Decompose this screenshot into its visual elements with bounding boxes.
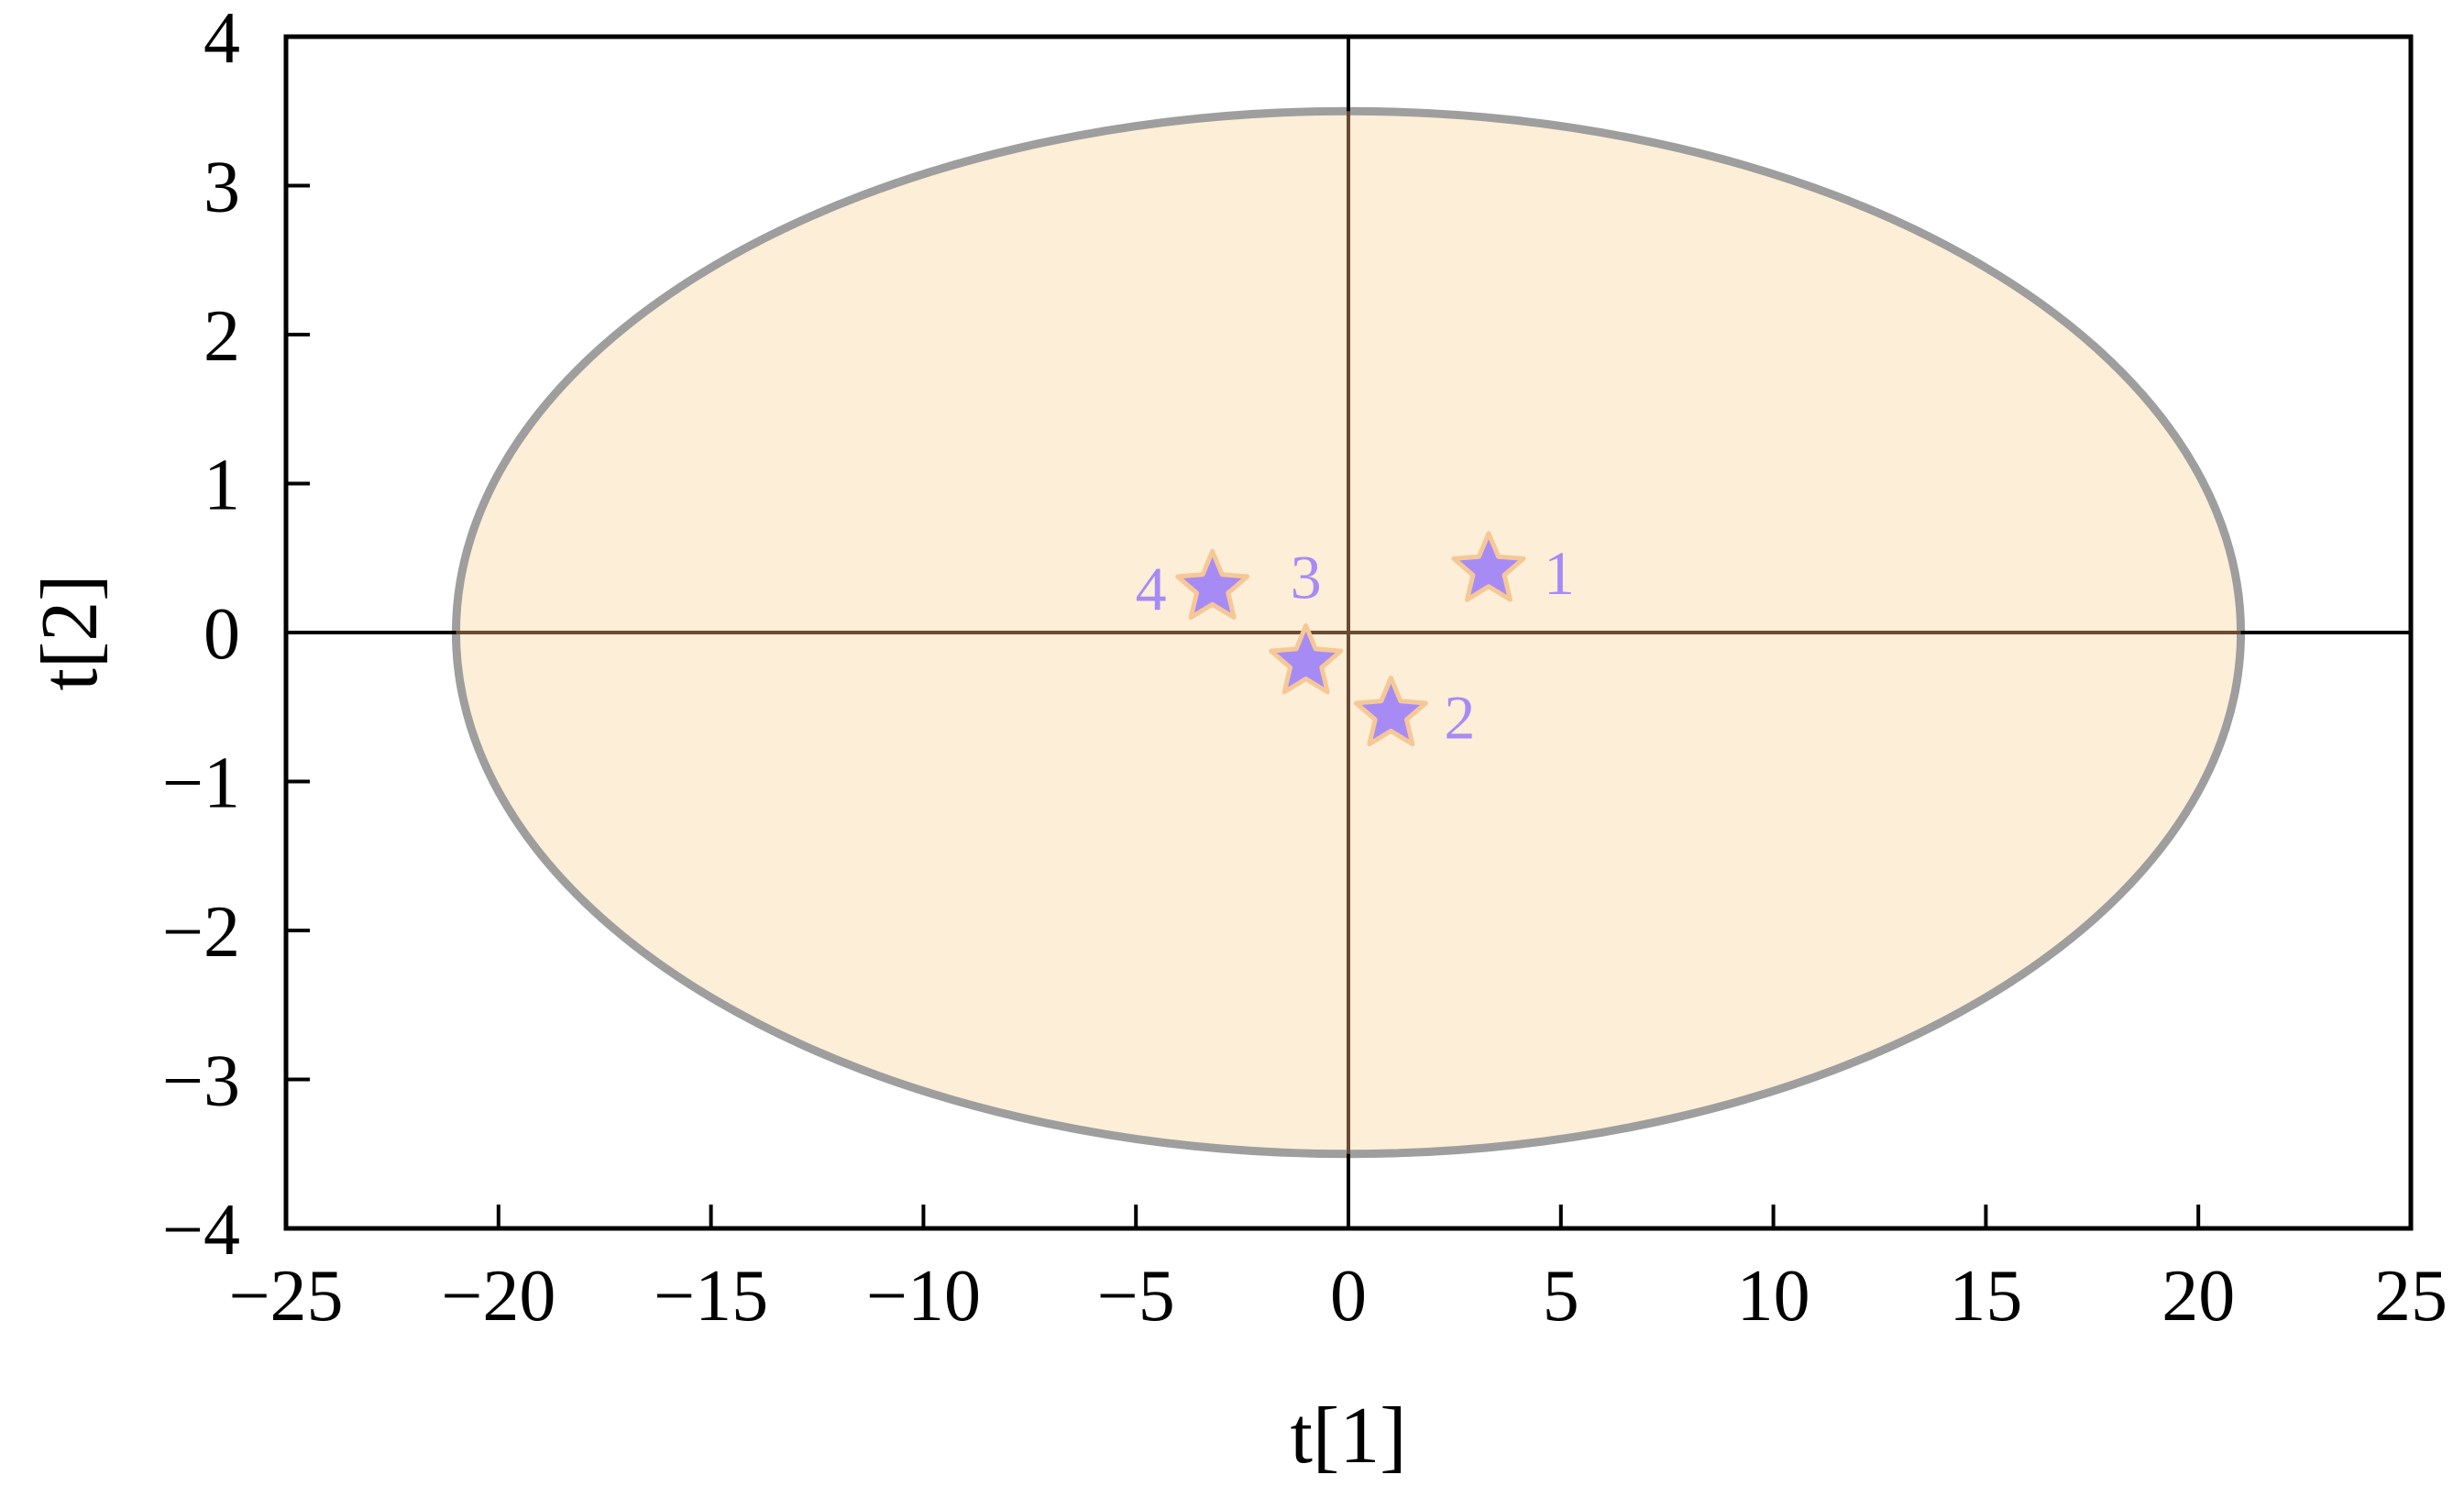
- data-point-label-4: 4: [1136, 554, 1167, 623]
- x-axis: −25 −20 −15 −10 −5 0 5 10 15 20 25: [228, 1205, 2448, 1337]
- y-axis: −4 −3 −2 −1 0 1 2 3 4: [162, 0, 310, 1271]
- data-point-1: [1451, 531, 1526, 602]
- data-points: 1 2 3 4: [1136, 531, 1575, 752]
- x-tick-label: 0: [1330, 1256, 1367, 1337]
- x-tick-label: −5: [1097, 1256, 1175, 1337]
- zero-lines: [286, 37, 2411, 1228]
- x-tick-label: 25: [2374, 1256, 2448, 1337]
- y-tick-label: 2: [204, 296, 240, 377]
- y-tick-label: 3: [204, 148, 240, 228]
- x-tick-label: −15: [654, 1256, 768, 1337]
- data-point-label-1: 1: [1544, 538, 1575, 608]
- x-tick-label: −25: [228, 1256, 343, 1337]
- x-tick-label: 5: [1543, 1256, 1579, 1337]
- zero-lines-inside: [456, 111, 2241, 1154]
- x-axis-title: t[1]: [1290, 1392, 1406, 1480]
- y-tick-label: −1: [162, 743, 240, 824]
- y-tick-label: 4: [204, 0, 240, 79]
- data-point-label-2: 2: [1444, 682, 1475, 752]
- y-tick-label: −4: [162, 1190, 240, 1271]
- x-tick-label: 10: [1737, 1256, 1810, 1337]
- data-point-3: [1269, 623, 1344, 695]
- y-tick-label: −2: [162, 892, 240, 973]
- y-tick-label: 1: [204, 446, 240, 526]
- data-point-2: [1353, 675, 1428, 747]
- x-tick-label: −10: [866, 1256, 981, 1337]
- data-point-4: [1175, 548, 1250, 621]
- data-point-label-3: 3: [1291, 543, 1322, 612]
- x-tick-label: 20: [2162, 1256, 2235, 1337]
- x-tick-label: −20: [441, 1256, 556, 1337]
- y-tick-label: 0: [204, 594, 240, 675]
- x-tick-label: 15: [1949, 1256, 2022, 1337]
- y-tick-label: −3: [162, 1041, 240, 1122]
- y-axis-title: t[2]: [26, 574, 115, 690]
